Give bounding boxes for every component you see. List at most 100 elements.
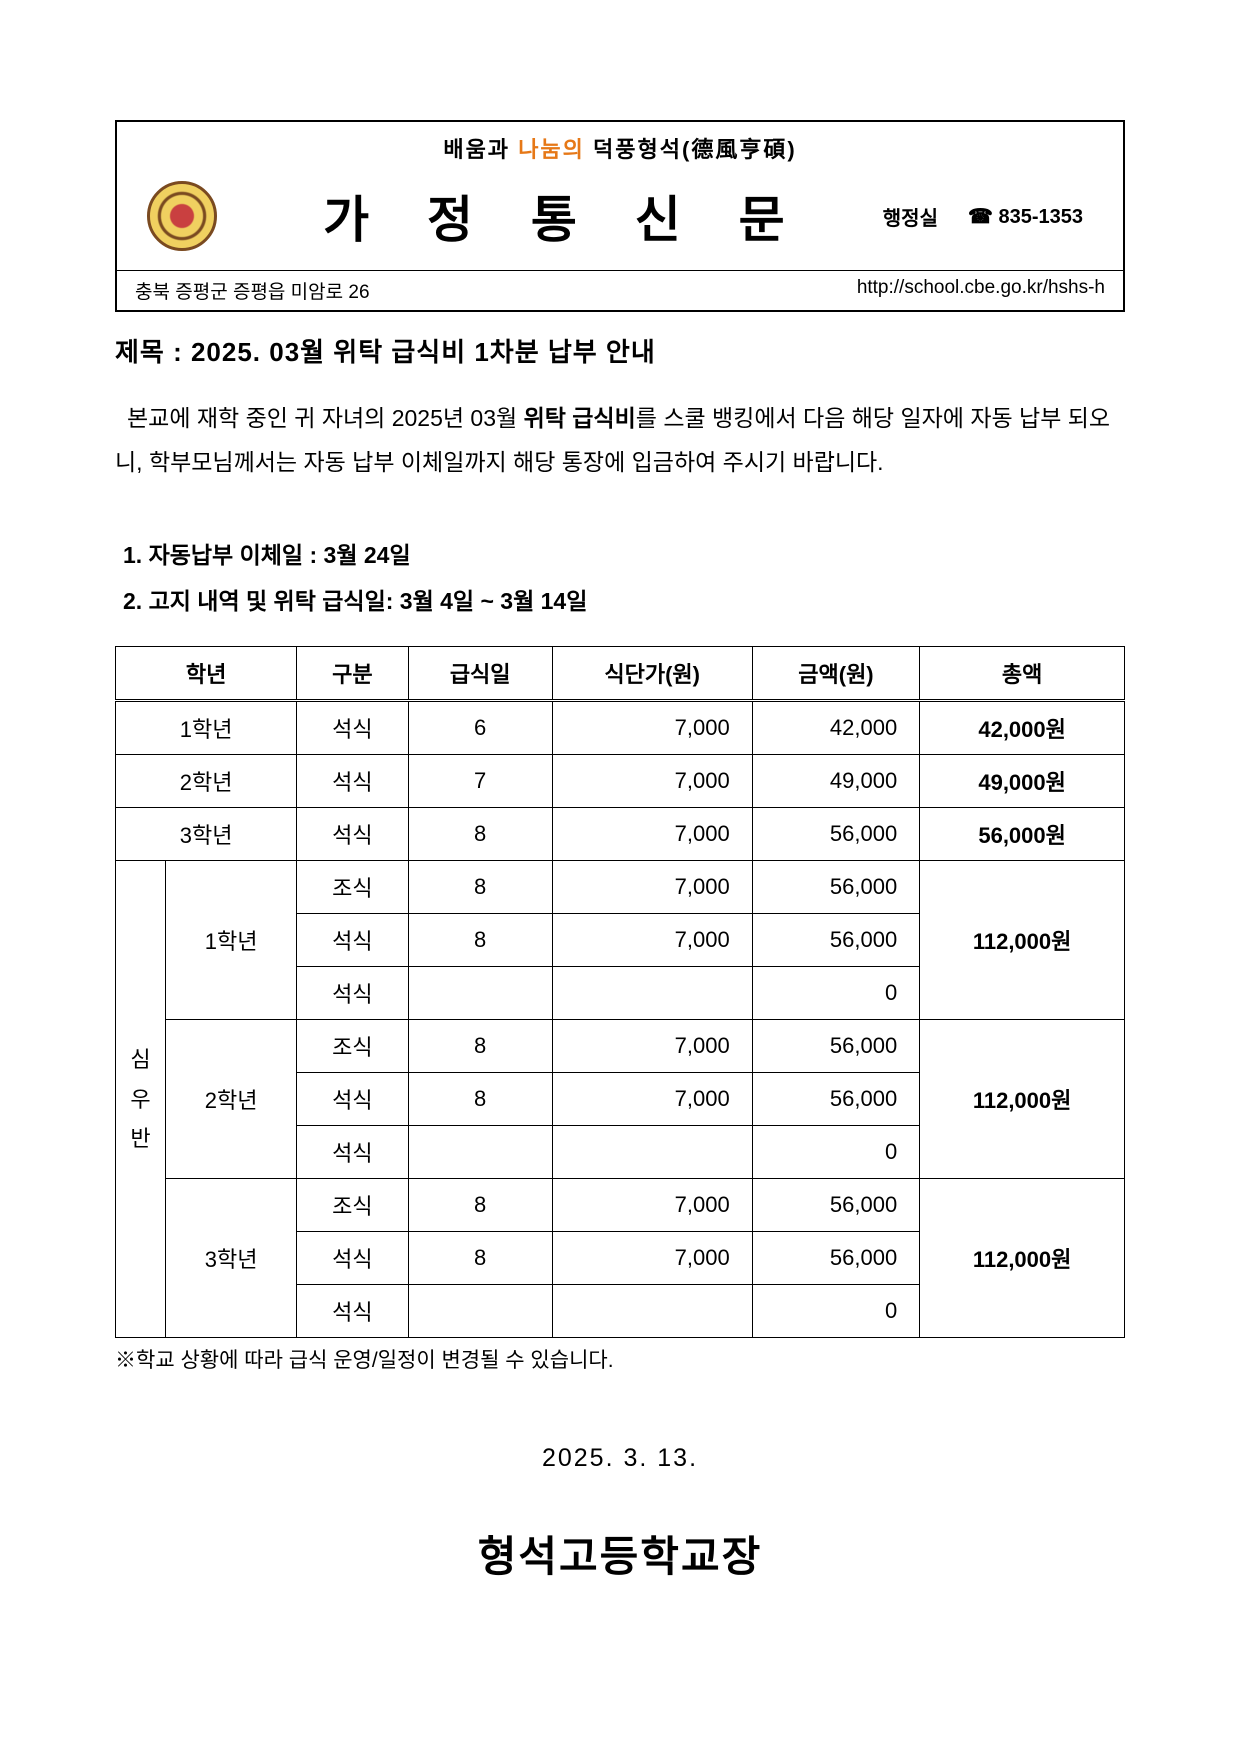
th-unit: 식단가(원) [552, 647, 752, 701]
principal: 형석고등학교장 [115, 1523, 1125, 1584]
main-title: 가 정 통 신 문 [217, 180, 883, 252]
cell-grade: 1학년 [166, 861, 297, 1020]
cell-days: 8 [408, 808, 552, 861]
body-bold: 위탁 급식비 [524, 405, 636, 431]
cell-days: 8 [408, 914, 552, 967]
cell-unit [552, 1285, 752, 1338]
cell-grade: 3학년 [116, 808, 297, 861]
cell-days: 8 [408, 1073, 552, 1126]
cell-unit: 7,000 [552, 914, 752, 967]
cell-total: 112,000원 [920, 1179, 1125, 1338]
cell-type: 석식 [297, 1232, 409, 1285]
cell-type: 석식 [297, 808, 409, 861]
cell-grade: 2학년 [166, 1020, 297, 1179]
cell-amount: 56,000 [752, 1020, 920, 1073]
cell-unit [552, 1126, 752, 1179]
th-type: 구분 [297, 647, 409, 701]
cell-amount: 56,000 [752, 1073, 920, 1126]
date: 2025. 3. 13. [115, 1444, 1125, 1473]
motto-post: 덕풍형석(德風亨碩) [593, 137, 797, 162]
table-row: 2학년 조식 8 7,000 56,000 112,000원 [116, 1020, 1125, 1073]
cell-days [408, 1285, 552, 1338]
table-row: 심우반 1학년 조식 8 7,000 56,000 112,000원 [116, 861, 1125, 914]
subject: 제목 : 2025. 03월 위탁 급식비 1차분 납부 안내 [115, 332, 1125, 369]
cell-days [408, 967, 552, 1020]
th-grade: 학년 [116, 647, 297, 701]
cell-unit [552, 967, 752, 1020]
phone: ☎ 835-1353 [968, 204, 1083, 229]
cell-type: 석식 [297, 1285, 409, 1338]
item-1: 1. 자동납부 이체일 : 3월 24일 [123, 532, 1125, 578]
body-paragraph: 본교에 재학 중인 귀 자녀의 2025년 03월 위탁 급식비를 스쿨 뱅킹에… [115, 397, 1125, 484]
office-label: 행정실 [883, 202, 938, 231]
item-2: 2. 고지 내역 및 위탁 급식일: 3월 4일 ~ 3월 14일 [123, 578, 1125, 624]
item-list: 1. 자동납부 이체일 : 3월 24일 2. 고지 내역 및 위탁 급식일: … [115, 532, 1125, 624]
table-row: 2학년 석식 7 7,000 49,000 49,000원 [116, 755, 1125, 808]
meal-table: 학년 구분 급식일 식단가(원) 금액(원) 총액 1학년 석식 6 7,000… [115, 646, 1125, 1338]
cell-grade: 1학년 [116, 701, 297, 755]
cell-grade: 2학년 [116, 755, 297, 808]
cell-amount: 0 [752, 1285, 920, 1338]
cell-unit: 7,000 [552, 1179, 752, 1232]
cell-days: 8 [408, 1232, 552, 1285]
cell-days: 6 [408, 701, 552, 755]
header-bottom: 충북 증평군 증평읍 미암로 26 http://school.cbe.go.k… [117, 270, 1123, 310]
cell-amount: 56,000 [752, 1232, 920, 1285]
cell-amount: 49,000 [752, 755, 920, 808]
school-logo [147, 181, 217, 251]
cell-unit: 7,000 [552, 755, 752, 808]
cell-total: 112,000원 [920, 1020, 1125, 1179]
table-row: 3학년 조식 8 7,000 56,000 112,000원 [116, 1179, 1125, 1232]
cell-type: 석식 [297, 914, 409, 967]
cell-unit: 7,000 [552, 1073, 752, 1126]
cell-type: 석식 [297, 755, 409, 808]
th-amount: 금액(원) [752, 647, 920, 701]
motto-orange: 나눔의 [518, 137, 585, 162]
cell-total: 112,000원 [920, 861, 1125, 1020]
table-row: 1학년 석식 6 7,000 42,000 42,000원 [116, 701, 1125, 755]
cell-days: 8 [408, 1179, 552, 1232]
table-row: 3학년 석식 8 7,000 56,000 56,000원 [116, 808, 1125, 861]
cell-amount: 56,000 [752, 914, 920, 967]
header-middle: 가 정 통 신 문 행정실 ☎ 835-1353 [117, 172, 1123, 270]
footnote: ※학교 상황에 따라 급식 운영/일정이 변경될 수 있습니다. [115, 1344, 1125, 1374]
motto-pre: 배움과 [443, 137, 510, 162]
cell-total: 56,000원 [920, 808, 1125, 861]
cell-unit: 7,000 [552, 808, 752, 861]
url: http://school.cbe.go.kr/hshs-h [857, 277, 1105, 304]
cell-unit: 7,000 [552, 861, 752, 914]
cell-amount: 42,000 [752, 701, 920, 755]
cell-type: 조식 [297, 1179, 409, 1232]
cell-amount: 56,000 [752, 861, 920, 914]
address: 충북 증평군 증평읍 미암로 26 [135, 277, 370, 304]
cell-total: 42,000원 [920, 701, 1125, 755]
cell-unit: 7,000 [552, 1020, 752, 1073]
cell-grade: 3학년 [166, 1179, 297, 1338]
cell-days [408, 1126, 552, 1179]
cell-type: 석식 [297, 1126, 409, 1179]
cell-amount: 0 [752, 1126, 920, 1179]
header-motto: 배움과 나눔의 덕풍형석(德風亨碩) [117, 122, 1123, 172]
cell-days: 7 [408, 755, 552, 808]
cell-days: 8 [408, 861, 552, 914]
cell-type: 조식 [297, 1020, 409, 1073]
cell-total: 49,000원 [920, 755, 1125, 808]
cell-simwooban: 심우반 [116, 861, 166, 1338]
table-header-row: 학년 구분 급식일 식단가(원) 금액(원) 총액 [116, 647, 1125, 701]
phone-number: 835-1353 [998, 206, 1083, 228]
th-days: 급식일 [408, 647, 552, 701]
phone-icon: ☎ [968, 206, 993, 228]
header-box: 배움과 나눔의 덕풍형석(德風亨碩) 가 정 통 신 문 행정실 ☎ 835-1… [115, 120, 1125, 312]
cell-type: 석식 [297, 701, 409, 755]
header-contact: 행정실 ☎ 835-1353 [883, 202, 1103, 231]
th-total: 총액 [920, 647, 1125, 701]
cell-type: 석식 [297, 967, 409, 1020]
cell-unit: 7,000 [552, 701, 752, 755]
cell-days: 8 [408, 1020, 552, 1073]
cell-amount: 56,000 [752, 808, 920, 861]
body-pre: 본교에 재학 중인 귀 자녀의 2025년 03월 [127, 405, 524, 431]
cell-type: 석식 [297, 1073, 409, 1126]
cell-unit: 7,000 [552, 1232, 752, 1285]
cell-amount: 0 [752, 967, 920, 1020]
cell-type: 조식 [297, 861, 409, 914]
